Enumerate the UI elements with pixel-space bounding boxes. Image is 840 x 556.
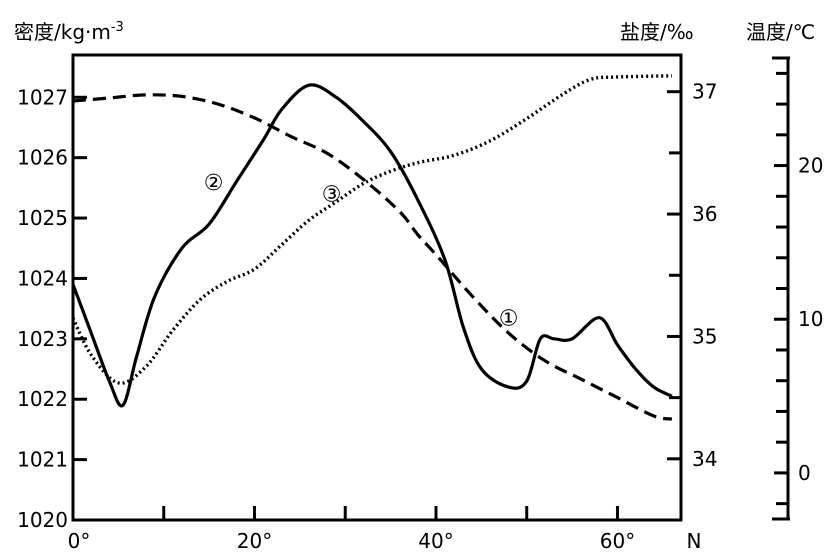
series-layer — [71, 74, 673, 421]
density-tick-label: 1023 — [17, 327, 68, 351]
x-axis-unit-label: N — [687, 529, 702, 553]
series-line-salinity — [71, 74, 672, 385]
x-tick-label: 0° — [68, 529, 91, 553]
series-line-temperature — [72, 93, 673, 421]
density-tick-label: 1026 — [17, 146, 68, 170]
temperature-tick-label: 20 — [798, 154, 823, 178]
salinity-tick-label: 34 — [692, 447, 717, 471]
x-tick-label: 20° — [237, 529, 272, 553]
x-tick-label: 40° — [418, 529, 453, 553]
temperature-axis-title: 温度/℃ — [746, 20, 815, 44]
density-tick-label: 1027 — [17, 85, 68, 109]
density-tick-label: 1022 — [17, 387, 68, 411]
density-axis-title: 密度/kg·m-3 — [14, 20, 124, 44]
salinity-axis-title: 盐度/‰ — [620, 20, 694, 44]
x-tick-label: 60° — [600, 529, 635, 553]
density-tick-label: 1025 — [17, 206, 68, 230]
series-label-temperature: ① — [499, 307, 519, 332]
temperature-tick-label: 0 — [798, 461, 811, 485]
axis-tick-labels: 0° 20° 40° 60° N1020102110221023102410251026… — [17, 80, 823, 553]
salinity-tick-label: 35 — [692, 324, 717, 348]
axis-ticks — [73, 71, 788, 522]
series-label-salinity: ③ — [322, 182, 342, 207]
series-label-density: ② — [204, 171, 224, 196]
density-axis-title-superscript: -3 — [111, 20, 124, 35]
salinity-tick-label: 36 — [692, 202, 717, 226]
temperature-tick-label: 10 — [798, 307, 823, 331]
density-tick-label: 1020 — [17, 508, 68, 532]
plot-frame — [71, 53, 683, 522]
series-line-density — [71, 83, 673, 408]
density-tick-label: 1024 — [17, 266, 68, 290]
series-label-layer: ① ② ③ — [204, 171, 519, 332]
density-tick-label: 1021 — [17, 448, 68, 472]
salinity-tick-label: 37 — [692, 80, 717, 104]
